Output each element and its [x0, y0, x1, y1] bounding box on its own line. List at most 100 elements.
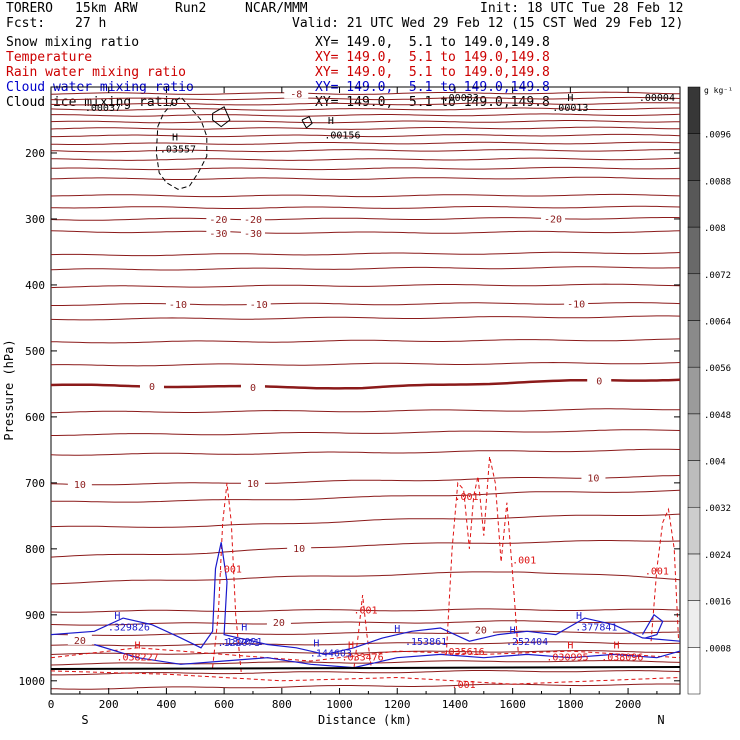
forecast-label: Fcst:	[6, 16, 46, 31]
temperature-contour-line	[50, 361, 681, 367]
colorbar-swatch	[687, 180, 701, 228]
cloud-ice-max-marker: H	[172, 132, 178, 143]
cloud-ice-value-label: .03557	[160, 144, 196, 155]
temperature-contour-line	[50, 540, 681, 558]
field-temperature-xy: XY= 149.0, 5.1 to 149.0,149.8	[315, 50, 550, 65]
temperature-contour-line	[50, 205, 681, 209]
cloud-water-value-label: .377841	[575, 623, 617, 634]
rain-water-contours	[50, 456, 681, 685]
temperature-contour-line	[50, 338, 681, 344]
temperature-contour-label: -10	[169, 300, 187, 311]
field-temperature-name: Temperature	[6, 50, 93, 65]
temperature-contour-label: -20	[209, 215, 227, 226]
x-tick-label: 0	[48, 698, 55, 711]
colorbar-label: .0008	[704, 644, 731, 654]
colorbar-label: .0088	[704, 177, 731, 187]
temperature-contour-line	[50, 102, 681, 106]
temperature-contour-line	[51, 489, 681, 503]
colorbar-label: .0048	[704, 411, 731, 421]
cloud-water-max-marker: H	[576, 611, 582, 622]
temperature-contour-line	[50, 230, 681, 234]
temperature-label-bg	[67, 633, 92, 645]
temperature-contour-line	[50, 107, 680, 111]
y-tick-label: 1000	[19, 675, 46, 688]
x-tick-label: 200	[99, 698, 119, 711]
rain-value-label: .038227	[116, 652, 158, 663]
temperature-contour-line	[50, 513, 681, 528]
temperature-label: -8	[290, 90, 302, 101]
ground-line	[50, 666, 681, 670]
x-axis-title: Distance (km)	[318, 713, 412, 727]
temperature-label-bg	[587, 374, 612, 386]
cloud-water-contours	[50, 542, 681, 669]
colorbar-swatch	[687, 460, 701, 508]
temperature-contour-line	[51, 670, 681, 676]
temperature-label-bg	[67, 478, 92, 490]
rain-max-marker: H	[567, 641, 573, 652]
cloud-ice-value-label: .00004	[639, 93, 675, 104]
x-tick-label: 1200	[384, 698, 411, 711]
endpoint-south: S	[81, 713, 88, 727]
temperature-label-bg	[240, 476, 265, 488]
temperature-contour-line	[51, 133, 681, 138]
colorbar-swatch	[687, 273, 701, 321]
colorbar-swatch	[687, 366, 701, 415]
y-axis-title: Pressure (hPa)	[2, 339, 16, 440]
cloud-water-value-label: .122071	[217, 638, 259, 649]
colorbar-swatch	[687, 506, 701, 555]
rain-water-contour	[353, 594, 372, 668]
cloud-water-max-marker: H	[114, 611, 120, 622]
rain-value-label: .001	[454, 492, 478, 503]
rain-value-label: .001	[353, 606, 377, 617]
field-rain-name: Rain water mixing ratio	[6, 65, 187, 80]
colorbar-swatch	[687, 647, 701, 695]
rain-water-contour	[50, 670, 681, 685]
rain-value-label: .001	[218, 565, 242, 576]
temperature-contour-line	[50, 217, 681, 221]
temperature-label-bg	[287, 542, 312, 554]
y-tick-label: 500	[25, 345, 45, 358]
temperature-contour-line	[51, 630, 681, 636]
cloud-water-max-marker: H	[241, 623, 247, 634]
temperature-contour-line	[50, 193, 681, 198]
rain-max-marker: H	[614, 641, 620, 652]
colorbar-label: .008	[704, 224, 726, 234]
cloud-water-value-label: .329826	[108, 623, 150, 634]
temperature-contour-line	[50, 120, 681, 124]
temperature-label-bg	[240, 380, 265, 392]
temperature-contour-line	[50, 660, 681, 666]
temperature-contour-line	[50, 650, 680, 655]
temperature-contour-line	[50, 408, 680, 414]
temperature-label-bg	[581, 471, 606, 483]
temperature-contour-label: 10	[587, 473, 599, 484]
colorbar-swatch	[687, 413, 701, 461]
rain-value-label: .038096	[601, 652, 643, 663]
temperature-label-bg	[564, 297, 589, 309]
colorbar-label: .0072	[704, 271, 731, 281]
rain-value-label: .001	[452, 680, 476, 691]
resolution-label: 15km ARW	[75, 1, 138, 16]
contour-labels: -30 -30 20 20 20 -8 .001 .001 .001 .001 .001 .001 .0…	[67, 87, 675, 691]
y-tick-label: 900	[25, 609, 45, 622]
temperature-contour-line	[50, 266, 681, 271]
colorbar-label: .0024	[704, 551, 731, 561]
cloud-ice-contours	[155, 96, 313, 190]
temperature-label-bg	[284, 87, 309, 99]
temperature-contour-line	[51, 157, 681, 161]
rain-value-label: .030995	[546, 652, 588, 663]
temperature-contour-label: 10	[293, 544, 305, 555]
temperature-contour-line	[51, 429, 681, 436]
temperature-contour-line	[50, 283, 681, 289]
temperature-contour-line	[50, 91, 680, 95]
org-label: NCAR/MMM	[245, 1, 308, 16]
field-rain-xy: XY= 149.0, 5.1 to 149.0,149.8	[315, 65, 550, 80]
temperature-contour-line	[50, 315, 681, 321]
y-tick-label: 300	[25, 213, 45, 226]
cloud-water-value-label: .153861	[405, 637, 447, 648]
temperature-contour-line	[50, 126, 680, 130]
temperature-contour-label: 0	[250, 383, 256, 394]
temperature-label-bg	[165, 298, 190, 310]
colorbar-label: .0032	[704, 504, 731, 514]
rain-max-marker: H	[135, 641, 141, 652]
